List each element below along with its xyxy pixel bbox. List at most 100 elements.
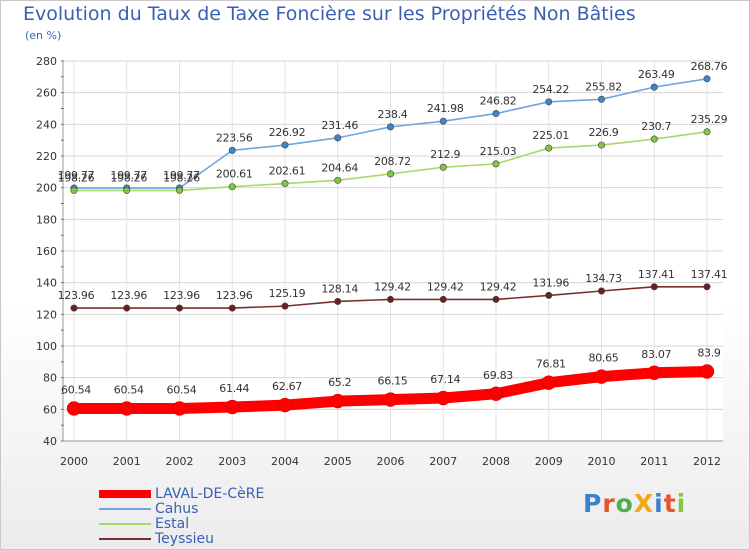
- legend-swatch: [99, 522, 151, 525]
- data-label-laval-de-c-re: 65.2: [328, 376, 351, 389]
- data-point-laval-de-c-re: [172, 401, 187, 416]
- axes: 40 60 80 100 120 140 160 180 200 220 240 260 280 2000…: [36, 55, 723, 468]
- data-label-cahus: 238.4: [378, 108, 408, 121]
- data-label-estal: 200.61: [216, 168, 253, 181]
- data-label-laval-de-c-re: 60.54: [114, 383, 144, 396]
- legend-item-cahus: Cahus: [99, 501, 264, 516]
- data-label-laval-de-c-re: 83.07: [641, 348, 671, 361]
- data-label-teyssieu: 123.96: [163, 289, 200, 302]
- data-point-cahus: [545, 98, 553, 106]
- data-label-cahus: 226.92: [269, 126, 306, 139]
- data-label-estal: 198.26: [163, 171, 200, 184]
- legend-item-laval-de-c-re: LAVAL-DE-CèRE: [99, 486, 264, 501]
- data-point-estal: [123, 186, 131, 194]
- data-label-estal: 212.9: [430, 148, 460, 161]
- x-tick-label: 2012: [693, 455, 721, 468]
- y-tick-label: 140: [36, 277, 57, 290]
- data-label-laval-de-c-re: 60.54: [167, 383, 197, 396]
- data-point-laval-de-c-re: [119, 401, 134, 416]
- data-label-cahus: 254.22: [532, 83, 569, 96]
- data-point-estal: [492, 160, 500, 168]
- y-tick-label: 60: [43, 403, 57, 416]
- data-point-teyssieu: [703, 283, 711, 291]
- data-point-cahus: [703, 75, 711, 83]
- data-point-estal: [70, 186, 78, 194]
- data-point-laval-de-c-re: [699, 364, 715, 379]
- chart-title: Evolution du Taux de Taxe Foncière sur l…: [23, 3, 636, 25]
- y-tick-label: 100: [36, 340, 57, 353]
- data-label-laval-de-c-re: 76.81: [536, 358, 566, 371]
- y-tick-label: 200: [36, 182, 57, 195]
- logo-letter: i: [654, 489, 664, 518]
- x-tick-label: 2010: [588, 455, 616, 468]
- x-tick-label: 2007: [429, 455, 457, 468]
- data-point-teyssieu: [334, 297, 342, 305]
- legend-label: Cahus: [155, 500, 199, 517]
- data-label-cahus: 231.46: [321, 119, 358, 132]
- x-tick-label: 2003: [218, 455, 246, 468]
- data-point-laval-de-c-re: [66, 401, 82, 416]
- data-point-laval-de-c-re: [383, 392, 398, 407]
- data-label-teyssieu: 129.42: [427, 280, 464, 293]
- data-label-cahus: 199.77: [163, 169, 200, 182]
- proxiti-logo: ProXiti: [583, 489, 686, 518]
- legend-swatch: [99, 507, 151, 510]
- data-point-cahus: [439, 117, 447, 125]
- data-point-teyssieu: [228, 304, 236, 312]
- data-label-cahus: 199.77: [110, 169, 147, 182]
- data-point-teyssieu: [650, 283, 658, 291]
- data-label-teyssieu: 134.73: [585, 272, 622, 285]
- logo-letter: r: [602, 489, 616, 518]
- data-point-teyssieu: [492, 295, 500, 303]
- logo-letter: o: [615, 489, 634, 518]
- data-point-cahus: [386, 123, 394, 131]
- y-tick-label: 240: [36, 118, 57, 131]
- data-point-laval-de-c-re: [436, 390, 451, 406]
- x-tick-label: 2006: [377, 455, 405, 468]
- data-point-laval-de-c-re: [225, 399, 240, 415]
- data-point-estal: [334, 176, 342, 184]
- data-point-teyssieu: [123, 304, 131, 312]
- data-label-cahus: 223.56: [216, 131, 253, 144]
- data-label-teyssieu: 123.96: [110, 289, 147, 302]
- data-label-cahus: 263.49: [638, 68, 675, 81]
- data-label-laval-de-c-re: 62.67: [272, 380, 302, 393]
- legend-label: LAVAL-DE-CèRE: [155, 485, 265, 502]
- data-label-teyssieu: 137.41: [638, 268, 675, 281]
- data-point-laval-de-c-re: [647, 365, 662, 381]
- x-tick-label: 2005: [324, 455, 352, 468]
- data-point-teyssieu: [545, 291, 553, 299]
- data-point-cahus: [492, 110, 500, 118]
- data-point-estal: [545, 144, 553, 152]
- data-point-teyssieu: [70, 304, 78, 312]
- data-label-cahus: 268.76: [691, 60, 728, 73]
- data-label-cahus: 255.82: [585, 80, 622, 93]
- data-point-estal: [386, 170, 394, 178]
- data-label-cahus: 199.77: [58, 169, 95, 182]
- y-tick-label: 160: [36, 245, 57, 258]
- data-point-laval-de-c-re: [594, 369, 609, 384]
- data-label-estal: 230.7: [641, 120, 671, 133]
- data-label-teyssieu: 123.96: [216, 289, 253, 302]
- data-point-estal: [281, 180, 289, 188]
- data-label-teyssieu: 125.19: [269, 287, 306, 300]
- data-point-cahus: [281, 141, 289, 149]
- data-label-estal: 202.61: [269, 165, 306, 178]
- data-point-cahus: [334, 134, 342, 142]
- data-point-laval-de-c-re: [330, 393, 345, 409]
- data-point-estal: [176, 186, 184, 194]
- data-label-teyssieu: 123.96: [58, 289, 95, 302]
- data-labels: 60.54 60.54 60.54 61.44 62.67 65.2 66.15 67.14 6…: [58, 60, 728, 397]
- data-point-teyssieu: [439, 295, 447, 303]
- data-point-estal: [703, 128, 711, 136]
- y-tick-label: 180: [36, 213, 57, 226]
- legend-swatch: [99, 537, 151, 540]
- data-label-estal: 198.26: [110, 171, 147, 184]
- data-point-laval-de-c-re: [541, 375, 556, 390]
- data-label-estal: 215.03: [480, 145, 517, 158]
- y-tick-label: 280: [36, 55, 57, 68]
- data-point-estal: [597, 141, 605, 149]
- data-point-estal: [439, 163, 447, 171]
- data-point-cahus: [228, 146, 236, 154]
- legend-swatch: [99, 489, 151, 498]
